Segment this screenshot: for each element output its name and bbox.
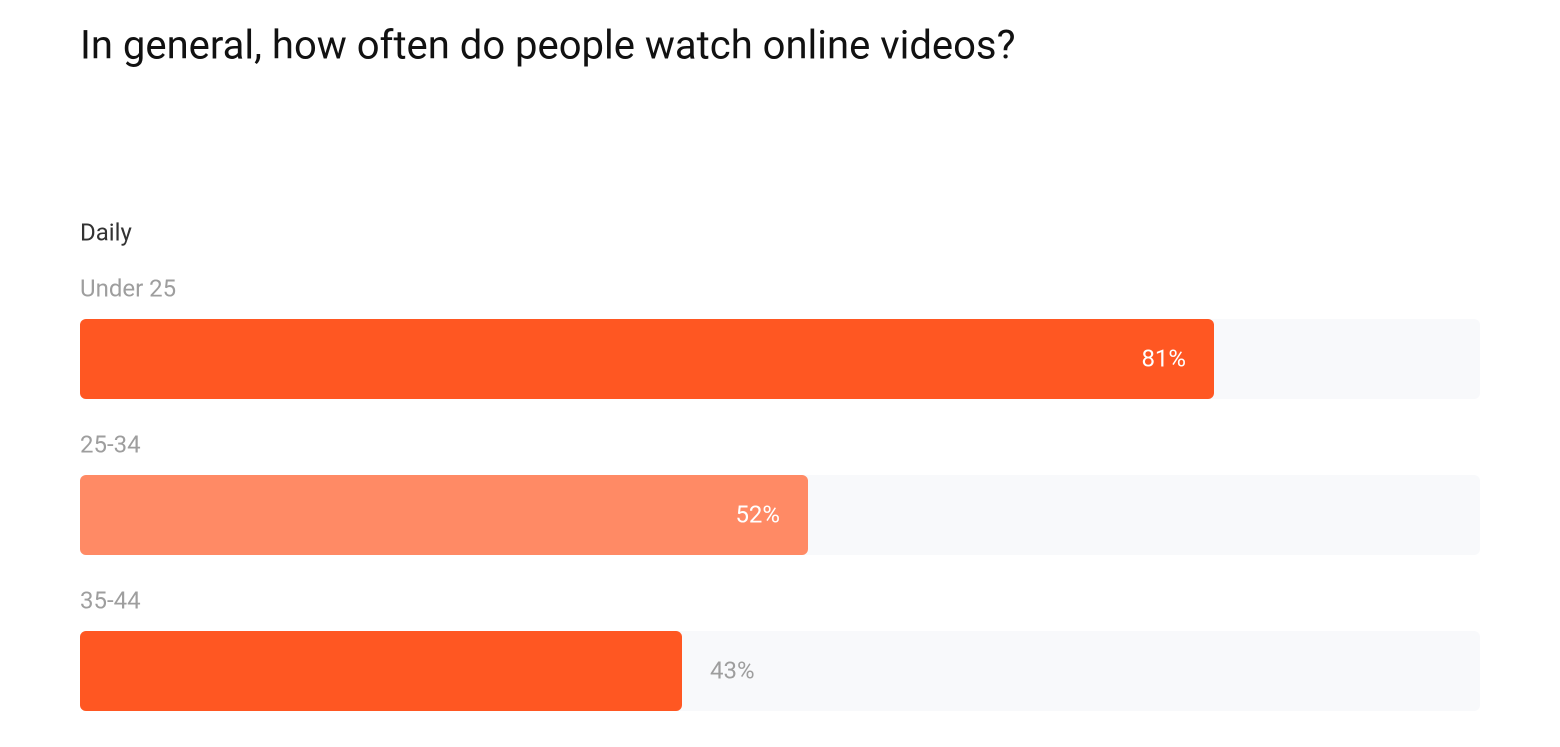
bar [80, 319, 1214, 399]
value-label: 81% [1141, 344, 1186, 372]
group-label: Daily [80, 218, 132, 246]
value-label: 43% [710, 656, 755, 684]
value-label: 52% [735, 500, 780, 528]
category-label: 25-34 [80, 430, 141, 458]
bar [80, 631, 682, 711]
chart-title: In general, how often do people watch on… [80, 22, 1015, 69]
bar [80, 475, 808, 555]
category-label: Under 25 [80, 274, 176, 302]
category-label: 35-44 [80, 586, 141, 614]
